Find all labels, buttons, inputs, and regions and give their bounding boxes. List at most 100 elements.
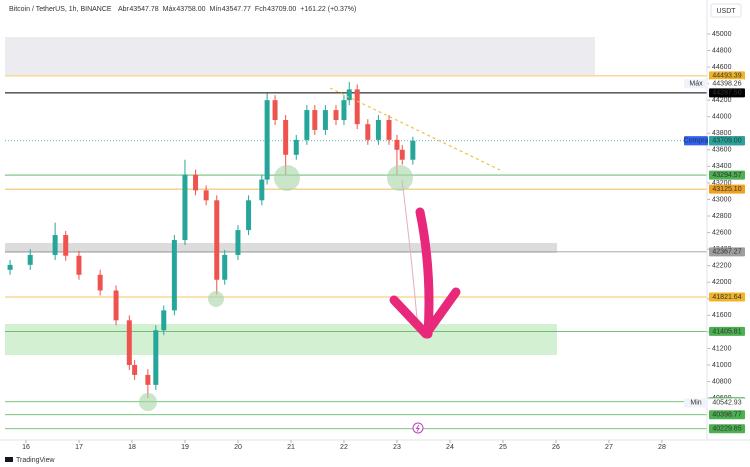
price-tag xyxy=(709,136,745,146)
y-tick-label: 41600 xyxy=(712,312,732,319)
zone xyxy=(5,37,595,75)
candle-body xyxy=(113,290,119,321)
candle-body xyxy=(333,110,339,121)
price-tag-label: 44287.50 xyxy=(712,90,741,97)
y-tick-label: 44800 xyxy=(712,47,732,54)
candle-body xyxy=(354,89,360,125)
price-tag xyxy=(709,424,745,434)
candle-body xyxy=(375,120,381,140)
event-icon[interactable] xyxy=(412,422,424,434)
brand-logo xyxy=(5,457,13,462)
footer: TradingView xyxy=(5,457,55,464)
y-tick-label: 40800 xyxy=(712,378,732,385)
price-tag-label: 44398.26 xyxy=(712,81,741,88)
y-tick-label: 41200 xyxy=(712,345,732,352)
price-tag xyxy=(709,88,745,98)
candle-body xyxy=(346,89,352,101)
price-tag xyxy=(709,170,745,180)
x-tick-label: 24 xyxy=(446,444,454,451)
y-tick-label: 44000 xyxy=(712,114,732,121)
arrow-head xyxy=(389,287,461,339)
highlight-circle xyxy=(387,165,413,191)
tag-label: Min xyxy=(690,400,701,407)
change: +161.22 (+0.37%) xyxy=(300,6,356,13)
highlight-circle xyxy=(208,291,224,307)
zone xyxy=(5,324,557,355)
price-tag-label: 43709.00 xyxy=(712,138,741,145)
tag-box xyxy=(684,136,708,146)
candle-body xyxy=(161,310,167,331)
price-tag-label: 40229.65 xyxy=(712,426,741,433)
candle-body xyxy=(365,124,371,140)
price-tags: 44493.3944398.26Máx44287.5043709.01Venda… xyxy=(684,71,745,434)
price-tag-label: 42367.27 xyxy=(712,249,741,256)
y-tick-label: 43800 xyxy=(712,130,732,137)
price-tag xyxy=(709,398,745,408)
ohlc-key: Mín xyxy=(210,6,222,13)
candle-body xyxy=(235,230,241,255)
candle-body xyxy=(7,264,13,270)
candle-body xyxy=(76,255,82,275)
candle-body xyxy=(283,120,289,155)
zone xyxy=(5,243,557,253)
y-tick-label: 41000 xyxy=(712,362,732,369)
candle-body xyxy=(399,149,405,160)
candle-body xyxy=(259,179,265,201)
y-tick-label: 42800 xyxy=(712,213,732,220)
candle-body xyxy=(264,100,270,180)
candle-body xyxy=(132,364,138,375)
x-tick-label: 22 xyxy=(340,444,348,451)
candle-body xyxy=(171,240,177,311)
candle-body xyxy=(126,320,132,365)
candle-body xyxy=(386,120,392,140)
candle-body xyxy=(97,274,103,291)
ohlc-key: Máx xyxy=(163,6,177,13)
x-tick-label: 21 xyxy=(287,444,295,451)
tag-label: Compra xyxy=(684,138,709,145)
candle-body xyxy=(214,200,220,280)
price-tag-label: 40542.93 xyxy=(712,400,741,407)
candle-body xyxy=(293,139,299,155)
price-tag xyxy=(709,71,745,81)
price-tag-label: 43294.57 xyxy=(712,172,741,179)
candle-body xyxy=(272,100,278,121)
price-tag-label: 43125.10 xyxy=(712,186,741,193)
y-tick-label: 44200 xyxy=(712,97,732,104)
candle-body xyxy=(341,100,347,121)
trend-line xyxy=(329,87,501,171)
candle-body xyxy=(394,139,400,150)
candles xyxy=(7,81,416,399)
currency: USDT xyxy=(716,8,736,15)
candle-body xyxy=(222,254,228,280)
candle-body xyxy=(312,110,318,130)
x-tick-label: 20 xyxy=(234,444,242,451)
zones xyxy=(5,37,595,355)
ohlc-value: 43758.00 xyxy=(176,6,205,13)
price-tag xyxy=(709,184,745,194)
ohlc-value: 43547.78 xyxy=(129,6,158,13)
currency-button[interactable] xyxy=(710,3,742,18)
ohlc-key: Abr xyxy=(118,6,130,13)
price-tag xyxy=(709,326,745,336)
ohlc-value: 43547.77 xyxy=(222,6,251,13)
candle-body xyxy=(193,174,199,191)
x-tick-label: 28 xyxy=(658,444,666,451)
y-tick-label: 43000 xyxy=(712,196,732,203)
candle-body xyxy=(145,374,151,385)
candle-body xyxy=(203,190,209,201)
price-tag xyxy=(709,79,745,89)
x-tick-label: 27 xyxy=(605,444,613,451)
price-tag xyxy=(709,292,745,302)
highlight-circle xyxy=(139,393,157,411)
candle-body xyxy=(153,330,159,385)
symbol-title: Bitcoin / TetherUS, 1h, BINANCE xyxy=(9,6,112,13)
levels xyxy=(5,75,707,430)
x-tick-label: 16 xyxy=(22,444,30,451)
tag-label: Máx xyxy=(689,81,703,88)
y-tick-label: 43600 xyxy=(712,147,732,154)
ohlc-value: 43709.00 xyxy=(267,6,296,13)
tag-box xyxy=(684,398,708,408)
candle-body xyxy=(63,235,69,256)
